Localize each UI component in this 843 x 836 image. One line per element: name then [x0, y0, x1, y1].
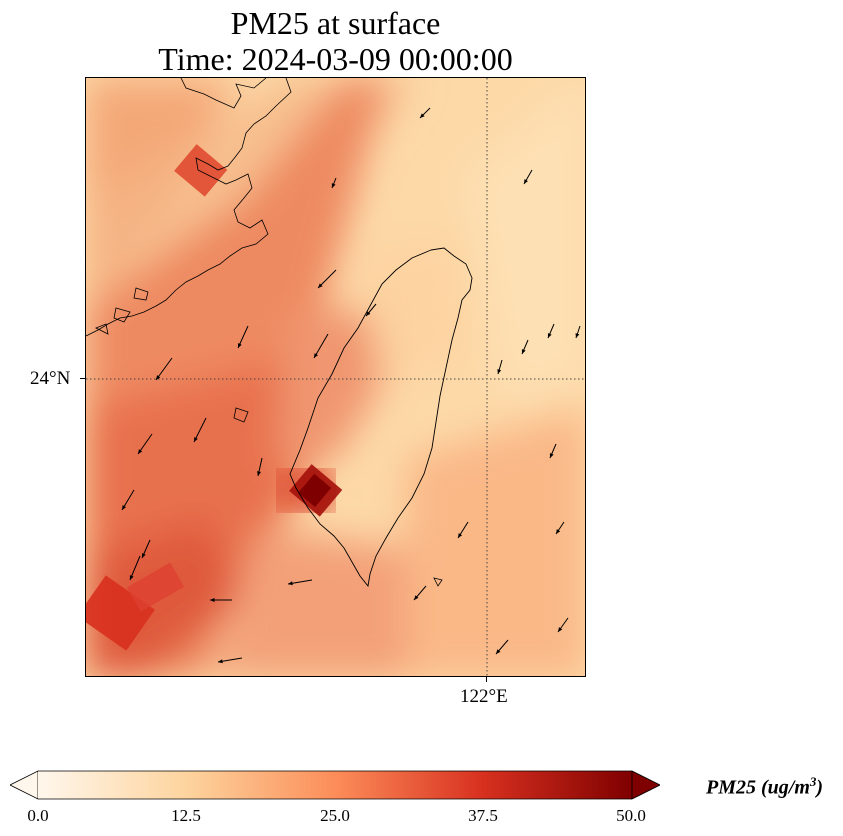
colorbar-tick-label: 25.0	[320, 806, 350, 825]
wind-arrowhead	[331, 183, 336, 188]
map-panel	[85, 77, 586, 677]
wind-arrowhead	[524, 179, 528, 184]
wind-arrowhead	[318, 283, 323, 288]
colorbar-tick-label: 37.5	[468, 806, 498, 825]
wind-arrowhead	[210, 598, 215, 602]
taiwan-coastline	[289, 247, 473, 588]
wind-arrowhead	[496, 649, 501, 654]
wind-arrowhead	[238, 343, 242, 348]
colorbar-tick-label: 50.0	[616, 806, 646, 825]
wind-arrowhead	[558, 627, 563, 632]
wind-arrowhead	[549, 453, 554, 458]
wind-arrowhead	[314, 353, 318, 358]
colorbar-gradient	[38, 771, 632, 799]
plot-title-line1: PM25 at surface	[230, 5, 441, 41]
china-coastline	[86, 78, 292, 337]
wind-arrowhead	[414, 595, 419, 600]
longitude-tick-label: 122°E	[460, 686, 508, 707]
latitude-tick-label: 24°N	[30, 368, 71, 389]
wind-arrowhead	[257, 471, 261, 476]
wind-arrowhead	[156, 375, 161, 380]
wind-arrowhead	[521, 349, 526, 354]
colorbar-max-extension	[631, 770, 660, 800]
wind-arrowhead	[122, 505, 127, 510]
wind-arrowhead	[288, 581, 293, 586]
pm25-concentration-map	[86, 78, 585, 676]
islands	[95, 287, 443, 587]
concentration-field	[86, 78, 585, 676]
colorbar-tick-label: 12.5	[171, 806, 201, 825]
wind-arrowhead	[575, 333, 580, 338]
colorbar-min-extension	[10, 770, 39, 800]
wind-arrowhead	[420, 113, 425, 118]
wind-arrowhead	[129, 575, 134, 580]
wind-arrowhead	[366, 311, 371, 316]
colorbar-title: PM25 (ug/m3)	[706, 774, 824, 799]
wind-arrowhead	[556, 529, 561, 534]
wind-arrowhead	[458, 533, 463, 538]
colorbar-tick-label: 0.0	[27, 806, 49, 825]
wind-arrowhead	[497, 369, 502, 374]
plot-title-line2: Time: 2024-03-09 00:00:00	[158, 41, 513, 77]
colorbar	[10, 770, 660, 800]
latitude-tick-mark	[80, 378, 85, 379]
wind-arrowhead	[194, 437, 198, 442]
wind-arrowhead	[547, 333, 552, 338]
wind-arrowhead	[218, 659, 223, 664]
wind-arrowhead	[138, 449, 143, 454]
wind-arrowhead	[142, 553, 146, 558]
longitude-tick-mark	[486, 677, 487, 682]
